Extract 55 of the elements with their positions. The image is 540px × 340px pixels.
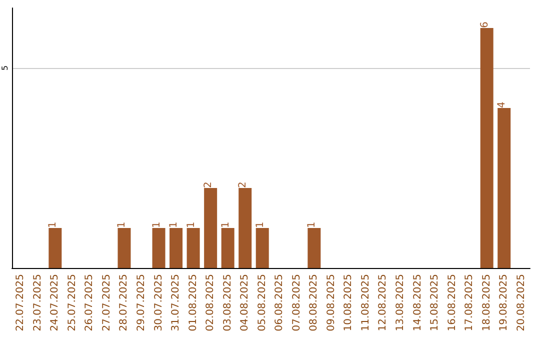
data-label: 1	[254, 222, 266, 228]
x-tick-label: 25.07.2025	[66, 274, 78, 332]
x-tick-label: 27.07.2025	[101, 274, 112, 332]
x-tick-label: 15.08.2025	[430, 274, 441, 332]
bar	[238, 188, 252, 268]
x-tick-label: 09.08.2025	[326, 274, 337, 332]
x-tick-label: 08.08.2025	[308, 274, 320, 332]
bar	[204, 188, 218, 268]
bar	[152, 228, 166, 268]
bar	[480, 28, 494, 268]
data-label: 2	[203, 182, 214, 188]
x-tick-label: 20.08.2025	[516, 274, 527, 332]
x-tick-label: 07.08.2025	[291, 274, 302, 332]
x-tick-label: 30.07.2025	[153, 274, 164, 332]
x-tick-label: 22.07.2025	[15, 274, 26, 332]
x-tick-label: 19.08.2025	[498, 274, 510, 332]
bar	[118, 228, 131, 268]
x-tick-label: 26.07.2025	[84, 274, 96, 332]
x-tick-label: 13.08.2025	[395, 274, 406, 332]
x-tick-label: 16.08.2025	[446, 274, 458, 332]
data-label: 1	[151, 222, 162, 228]
bar	[186, 228, 200, 268]
x-tick-label: 18.08.2025	[481, 274, 492, 332]
bar	[48, 228, 62, 268]
x-tick-label: 04.08.2025	[240, 274, 251, 332]
y-tick-label: 5	[0, 65, 10, 71]
bar	[498, 108, 511, 268]
bar	[308, 228, 321, 268]
bar	[256, 228, 269, 268]
data-label: 4	[496, 102, 508, 108]
data-label: 1	[186, 222, 197, 228]
data-label: 1	[48, 222, 59, 228]
data-label: 6	[479, 22, 490, 28]
x-tick-label: 01.08.2025	[188, 274, 199, 332]
x-tick-label: 28.07.2025	[118, 274, 130, 332]
x-tick-label: 02.08.2025	[205, 274, 216, 332]
x-tick-label: 11.08.2025	[360, 274, 372, 332]
x-tick-label: 17.08.2025	[464, 274, 476, 332]
x-tick-label: 23.07.2025	[32, 274, 44, 332]
x-tick-label: 29.07.2025	[136, 274, 147, 332]
data-label: 1	[306, 222, 318, 228]
x-tick-label: 14.08.2025	[412, 274, 424, 332]
x-tick-label: 06.08.2025	[274, 274, 286, 332]
bar	[221, 228, 234, 268]
x-tick-label: 10.08.2025	[343, 274, 354, 332]
data-label: 1	[168, 222, 180, 228]
data-label: 1	[220, 222, 232, 228]
x-tick-label: 03.08.2025	[222, 274, 234, 332]
bar	[170, 228, 183, 268]
x-tick-label: 12.08.2025	[378, 274, 389, 332]
data-label: 1	[116, 222, 128, 228]
data-label: 2	[238, 182, 249, 188]
x-tick-label: 31.07.2025	[170, 274, 182, 332]
x-tick-label: 24.07.2025	[50, 274, 61, 332]
x-tick-label: 05.08.2025	[256, 274, 268, 332]
